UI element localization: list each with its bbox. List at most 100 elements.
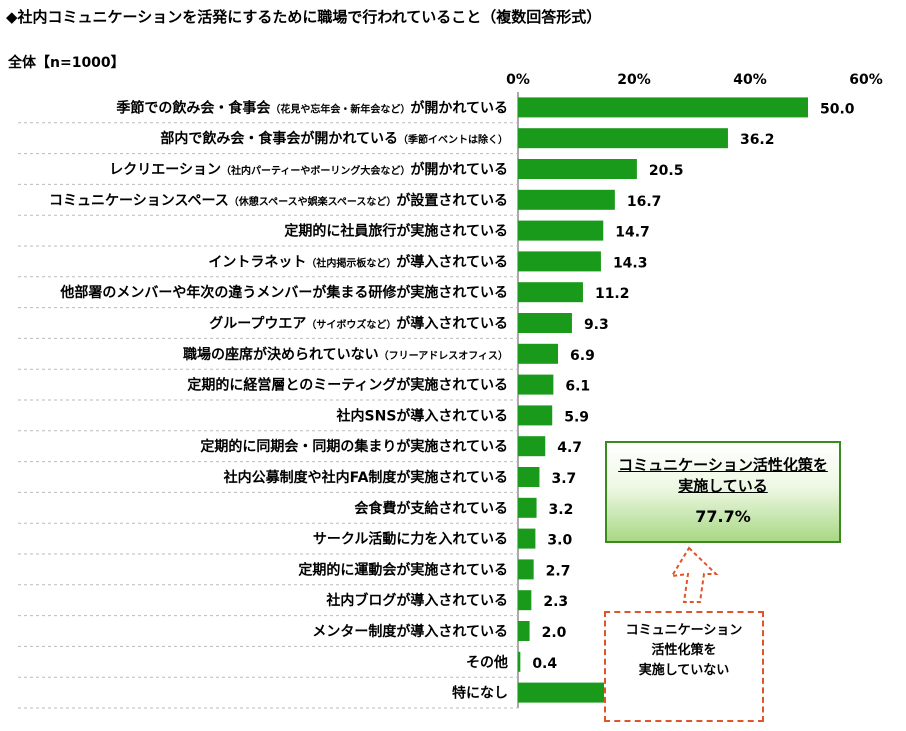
bar-value-label: 14.3 [613,255,648,271]
category-label-part: （社内掲示板など） [306,256,396,269]
category-label-part: 職場の座席が決められていない [183,346,379,363]
category-label-part: メンター制度が導入されている [312,623,508,640]
category-label-part: （花見や忘年会・新年会など） [270,102,410,115]
bar [518,313,572,333]
x-tick-label: 20% [617,72,651,88]
bar-value-label: 16.7 [627,194,662,210]
category-label: 季節での飲み会・食事会（花見や忘年会・新年会など）が開かれている [115,99,508,116]
bar-value-label: 3.7 [551,471,576,487]
category-label: コミュニケーションスペース（休憩スペースや娯楽スペースなど）が設置されている [49,192,508,209]
bar [518,128,728,149]
implemented-callout: コミュニケーション活性化策を 実施している 77.7% [605,441,841,543]
category-label: 会食費が支給されている [354,500,508,517]
bar [518,97,808,118]
category-label-part: が導入されている [396,315,508,332]
bar-value-label: 2.0 [542,625,567,641]
bar [518,343,559,364]
category-label-part: イントラネット [208,254,306,270]
bar-value-label: 11.2 [595,286,630,302]
implemented-callout-line1: コミュニケーション活性化策を [618,456,828,474]
category-label-part: が開かれている [410,99,508,116]
category-label: 他部署のメンバーや年次の違うメンバーが集まる研修が実施されている [59,284,508,301]
category-label-part: 社内公募制度や社内FA制度が実施されている [223,469,508,486]
bar [518,374,554,395]
bar-value-label: 3.2 [549,502,574,518]
x-tick-label: 60% [849,72,883,88]
bar [518,559,534,580]
bar-value-label: 6.9 [570,348,595,364]
bar [518,621,530,641]
bar [518,159,637,179]
bar-value-label: 6.1 [565,379,590,395]
category-label-part: 社内ブログが導入されている [325,592,508,609]
category-label-part: 定期的に同期会・同期の集まりが実施されている [200,438,508,455]
category-label-part: 部内で飲み会・食事会が開かれている [160,130,398,147]
category-label: メンター制度が導入されている [312,623,508,640]
category-label-part: （サイボウズなど） [306,318,396,331]
category-label-part: サークル活動に力を入れている [313,531,508,548]
bar-value-label: 20.5 [649,163,684,179]
category-label-part: グループウエア [209,315,306,332]
category-label: 部内で飲み会・食事会が開かれている（季節イベントは除く） [160,130,508,147]
category-label-part: 定期的に社員旅行が実施されている [284,223,508,240]
category-label: 社内公募制度や社内FA制度が実施されている [223,469,508,486]
category-label: グループウエア（サイボウズなど）が導入されている [209,315,508,332]
category-label: イントラネット（社内掲示板など）が導入されている [208,253,508,270]
category-label-part: 特になし [452,685,508,702]
bar [518,497,537,518]
bar [518,590,532,611]
category-label-part: 会食費が支給されている [354,500,508,517]
bar [518,220,604,241]
category-label-part: コミュニケーションスペース [49,193,229,209]
not-implemented-line3: 実施していない [638,663,730,678]
not-implemented-line2: 活性化策を [651,643,717,658]
bar-value-label: 14.7 [615,225,650,241]
category-label-part: レクリエーション [109,162,221,178]
bar [518,282,583,303]
x-tick-label: 0% [506,72,530,88]
category-label: サークル活動に力を入れている [313,531,508,548]
bar [518,528,536,549]
bar [518,189,615,210]
category-label-part: （フリーアドレスオフィス） [379,349,508,362]
category-label: 特になし [452,685,508,702]
category-label: 社内SNSが導入されている [336,407,508,424]
category-label: 職場の座席が決められていない（フリーアドレスオフィス） [183,346,508,363]
category-label: レクリエーション（社内パーティーやボーリング大会など）が開かれている [109,161,508,178]
category-label: その他 [466,654,508,671]
bar-value-label: 50.0 [820,101,855,117]
bar [518,436,546,457]
category-label-part: 他部署のメンバーや年次の違うメンバーが集まる研修が実施されている [59,284,508,301]
category-label-part: が開かれている [410,161,508,178]
not-implemented-line1: コミュニケーション [625,623,743,638]
bar [518,251,601,272]
x-tick-label: 40% [733,72,767,88]
bar-value-label: 2.7 [546,563,571,579]
category-label-part: 定期的に経営層とのミーティングが実施されている [187,377,508,394]
chart-title: ◆社内コミュニケーションを活発にするために職場で行われていること（複数回答形式） [6,8,602,26]
category-label-part: 季節での飲み会・食事会 [115,99,271,116]
category-label-part: 定期的に運動会が実施されている [298,561,508,578]
up-arrow-icon [670,546,719,603]
category-label: 定期的に社員旅行が実施されている [284,223,508,240]
bar-value-label: 5.9 [564,409,589,425]
bar [518,467,540,487]
category-label-part: その他 [466,654,508,671]
bar-value-label: 3.0 [547,533,572,549]
category-label-part: が設置されている [396,192,508,209]
implemented-callout-value: 77.7% [695,507,751,526]
category-label: 定期的に運動会が実施されている [298,561,508,578]
bar [518,651,521,672]
not-implemented-callout: コミュニケーション 活性化策を 実施していない [604,611,764,722]
category-label-part: 社内SNSが導入されている [336,407,508,424]
bar [518,405,553,426]
sample-size-label: 全体【n=1000】 [8,55,125,71]
category-label: 定期的に同期会・同期の集まりが実施されている [200,438,508,455]
category-label-part: （季節イベントは除く） [398,133,508,146]
category-label-part: が導入されている [396,253,508,270]
bar-value-label: 9.3 [584,317,609,333]
bar-value-label: 2.3 [543,594,568,610]
bar-value-label: 4.7 [557,440,582,456]
category-label: 定期的に経営層とのミーティングが実施されている [187,377,508,394]
